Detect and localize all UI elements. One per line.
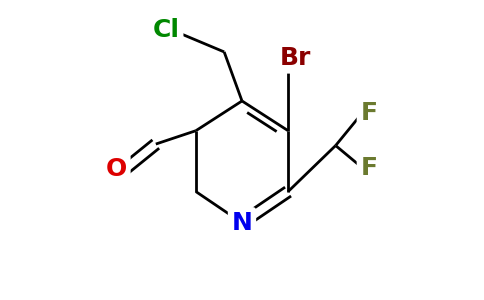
Text: Cl: Cl — [153, 18, 180, 42]
Text: N: N — [231, 211, 253, 235]
Text: O: O — [106, 157, 127, 181]
Text: Br: Br — [280, 46, 311, 70]
Text: F: F — [361, 156, 378, 180]
Text: F: F — [361, 101, 378, 125]
